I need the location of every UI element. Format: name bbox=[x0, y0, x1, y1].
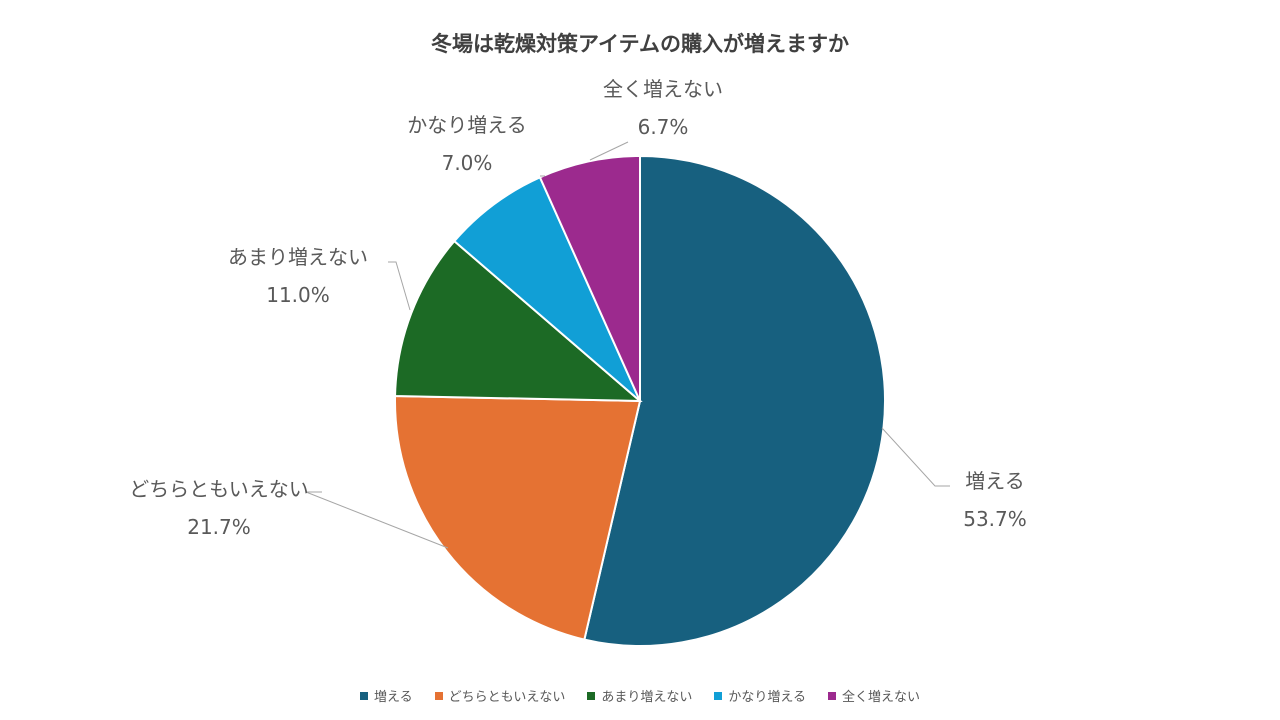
pie-slice bbox=[538, 154, 641, 402]
data-label-mattaku: 全く増えない 6.7% bbox=[603, 77, 723, 139]
data-label-fueru: 増える 53.7% bbox=[963, 469, 1027, 531]
chart-title: 冬場は乾燥対策アイテムの購入が増えますか bbox=[431, 32, 849, 56]
pie-slice bbox=[394, 394, 642, 641]
legend-swatch bbox=[714, 691, 723, 700]
legend: 増える どちらともいえない あまり増えない かなり増える 全く増えない bbox=[0, 686, 1280, 705]
pie-slice bbox=[394, 239, 643, 403]
leader-line bbox=[881, 427, 950, 487]
legend-swatch bbox=[359, 691, 368, 700]
legend-item: あまり増えない bbox=[587, 686, 692, 705]
legend-swatch bbox=[587, 691, 596, 700]
legend-swatch bbox=[434, 691, 443, 700]
pie-slice bbox=[452, 176, 641, 402]
legend-item: 全く増えない bbox=[828, 686, 920, 705]
legend-item: 増える bbox=[359, 686, 413, 705]
data-label-dochiratomo: どちらともいえない 21.7% bbox=[129, 477, 309, 539]
legend-item: どちらともいえない bbox=[434, 686, 566, 705]
leader-line bbox=[589, 141, 629, 161]
data-label-kanari: かなり増える 7.0% bbox=[407, 113, 527, 175]
legend-label: かなり増える bbox=[728, 690, 806, 705]
legend-label: あまり増えない bbox=[601, 690, 693, 705]
leader-line bbox=[388, 261, 411, 311]
legend-swatch bbox=[828, 691, 836, 700]
leader-line bbox=[305, 491, 449, 549]
legend-label: どちらともいえない bbox=[448, 690, 566, 705]
legend-item: かなり増える bbox=[714, 686, 806, 705]
legend-label: 増える bbox=[373, 690, 413, 705]
legend-label: 全く増えない bbox=[842, 690, 921, 705]
data-label-amari: あまり増えない 11.0% bbox=[228, 245, 368, 307]
